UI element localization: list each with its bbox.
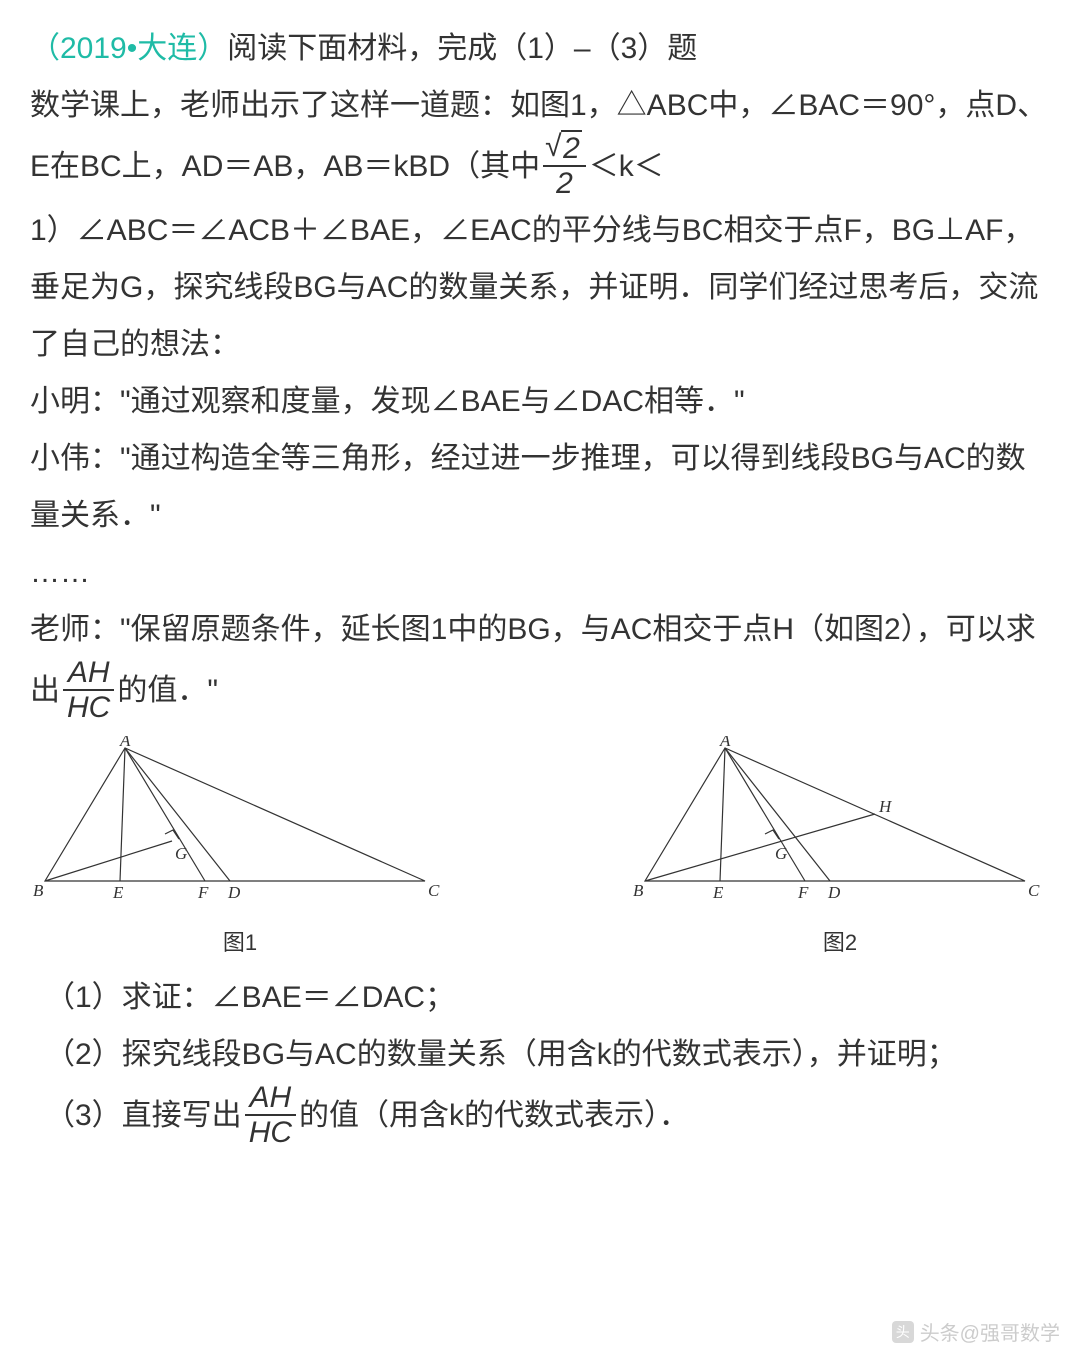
figure-1: A B C E F D G 图1 bbox=[30, 736, 450, 964]
fraction-ah-hc-2: AHHC bbox=[245, 1081, 296, 1149]
figure-2: A B C E F D G H 图2 bbox=[630, 736, 1050, 964]
svg-text:E: E bbox=[112, 883, 124, 901]
source-tag: （2019•大连） bbox=[30, 32, 227, 65]
svg-text:C: C bbox=[428, 881, 440, 900]
question-1: （1）求证：∠BAE＝∠DAC； bbox=[30, 969, 1050, 1026]
svg-text:C: C bbox=[1028, 881, 1040, 900]
paragraph-setup: 数学课上，老师出示了这样一道题：如图1，△ABC中，∠BAC＝90°，点D、E在… bbox=[30, 77, 1050, 202]
watermark-icon: 头 bbox=[892, 1321, 914, 1343]
svg-text:F: F bbox=[197, 883, 209, 901]
svg-text:E: E bbox=[712, 883, 724, 901]
svg-text:B: B bbox=[33, 881, 44, 900]
figure-1-svg: A B C E F D G bbox=[30, 736, 450, 901]
line-1: （2019•大连）阅读下面材料，完成（1）–（3）题 bbox=[30, 20, 1050, 77]
intro-text: 阅读下面材料，完成（1）–（3）题 bbox=[227, 32, 697, 65]
q3b: 的值（用含k的代数式表示）． bbox=[299, 1099, 689, 1132]
svg-text:F: F bbox=[797, 883, 809, 901]
svg-text:B: B bbox=[633, 881, 644, 900]
svg-text:D: D bbox=[227, 883, 241, 901]
q3a: （3）直接写出 bbox=[60, 1099, 242, 1132]
svg-text:G: G bbox=[775, 844, 787, 863]
question-3: （3）直接写出AHHC的值（用含k的代数式表示）． bbox=[30, 1083, 1050, 1151]
question-2: （2）探究线段BG与AC的数量关系（用含k的代数式表示），并证明； bbox=[30, 1026, 1050, 1083]
teacher-line: 老师："保留原题条件，延长图1中的BG，与AC相交于点H（如图2），可以求出AH… bbox=[30, 601, 1050, 726]
xiaowei-line: 小伟："通过构造全等三角形，经过进一步推理，可以得到线段BG与AC的数量关系．" bbox=[30, 430, 1050, 544]
teacher-b: 的值．" bbox=[117, 674, 218, 707]
svg-text:D: D bbox=[827, 883, 841, 901]
figure-2-svg: A B C E F D G H bbox=[630, 736, 1050, 901]
xiaoming-line: 小明："通过观察和度量，发现∠BAE与∠DAC相等．" bbox=[30, 373, 1050, 430]
watermark-text: 头条@强哥数学 bbox=[920, 1317, 1060, 1346]
paragraph-2: 1）∠ABC＝∠ACB＋∠BAE，∠EAC的平分线与BC相交于点F，BG⊥AF，… bbox=[30, 202, 1050, 373]
figure-2-label: 图2 bbox=[630, 922, 1050, 964]
figures-row: A B C E F D G 图1 A B C E F bbox=[30, 736, 1050, 964]
ellipsis: …… bbox=[30, 544, 1050, 601]
figure-1-label: 图1 bbox=[30, 922, 450, 964]
fraction-sqrt2-over-2: 22 bbox=[543, 132, 586, 200]
p1b: ＜k＜ bbox=[589, 150, 664, 183]
watermark: 头 头条@强哥数学 bbox=[892, 1317, 1060, 1346]
problem-content: （2019•大连）阅读下面材料，完成（1）–（3）题 数学课上，老师出示了这样一… bbox=[30, 20, 1050, 1151]
svg-text:A: A bbox=[719, 736, 731, 750]
fraction-ah-hc-1: AHHC bbox=[63, 656, 114, 724]
svg-text:H: H bbox=[878, 797, 893, 816]
svg-text:G: G bbox=[175, 844, 187, 863]
svg-text:A: A bbox=[119, 736, 131, 750]
p1a: 数学课上，老师出示了这样一道题：如图1，△ABC中，∠BAC＝90°，点D、E在… bbox=[30, 89, 1047, 183]
